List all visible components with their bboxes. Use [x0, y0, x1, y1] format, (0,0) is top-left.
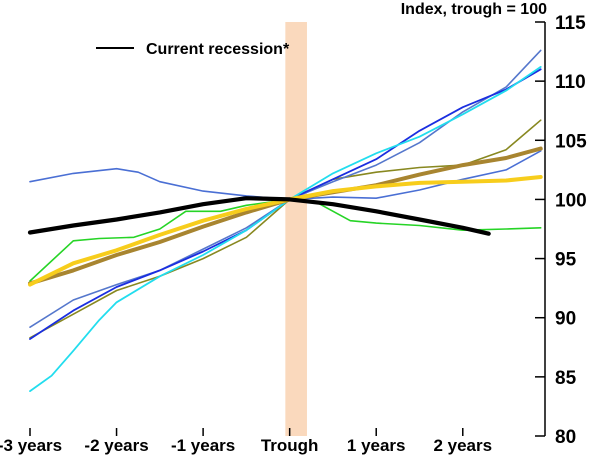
y-tick-label: 100: [555, 190, 587, 211]
series-line-6: [29, 66, 542, 393]
y-tick-label: 115: [555, 13, 586, 34]
x-tick-label: 2 years: [433, 436, 492, 455]
x-tick-label: -1 years: [171, 436, 235, 455]
legend-label-current-recession: Current recession*: [146, 41, 290, 58]
y-ticks: 80 85 90 95 100 105 110 115: [535, 13, 587, 448]
trough-band: [285, 22, 307, 436]
y-axis-label: Index, trough = 100: [401, 1, 547, 18]
series-layer: [27, 49, 543, 393]
x-tick-label: 1 years: [347, 436, 406, 455]
y-tick-label: 80: [555, 427, 576, 448]
x-ticks: -3 years -2 years -1 years Trough 1 years 2 y…: [0, 428, 492, 455]
y-tick-label: 105: [555, 131, 587, 152]
y-tick-label: 110: [555, 72, 586, 93]
x-tick-label: Trough: [261, 436, 319, 455]
legend: Current recession*: [96, 41, 290, 58]
y-tick-label: 85: [555, 368, 577, 389]
series-current-recession: [27, 196, 491, 236]
x-tick-label: -3 years: [0, 436, 62, 455]
y-tick-label: 95: [555, 250, 577, 271]
x-tick-label: -2 years: [84, 436, 148, 455]
y-tick-label: 90: [555, 309, 576, 330]
